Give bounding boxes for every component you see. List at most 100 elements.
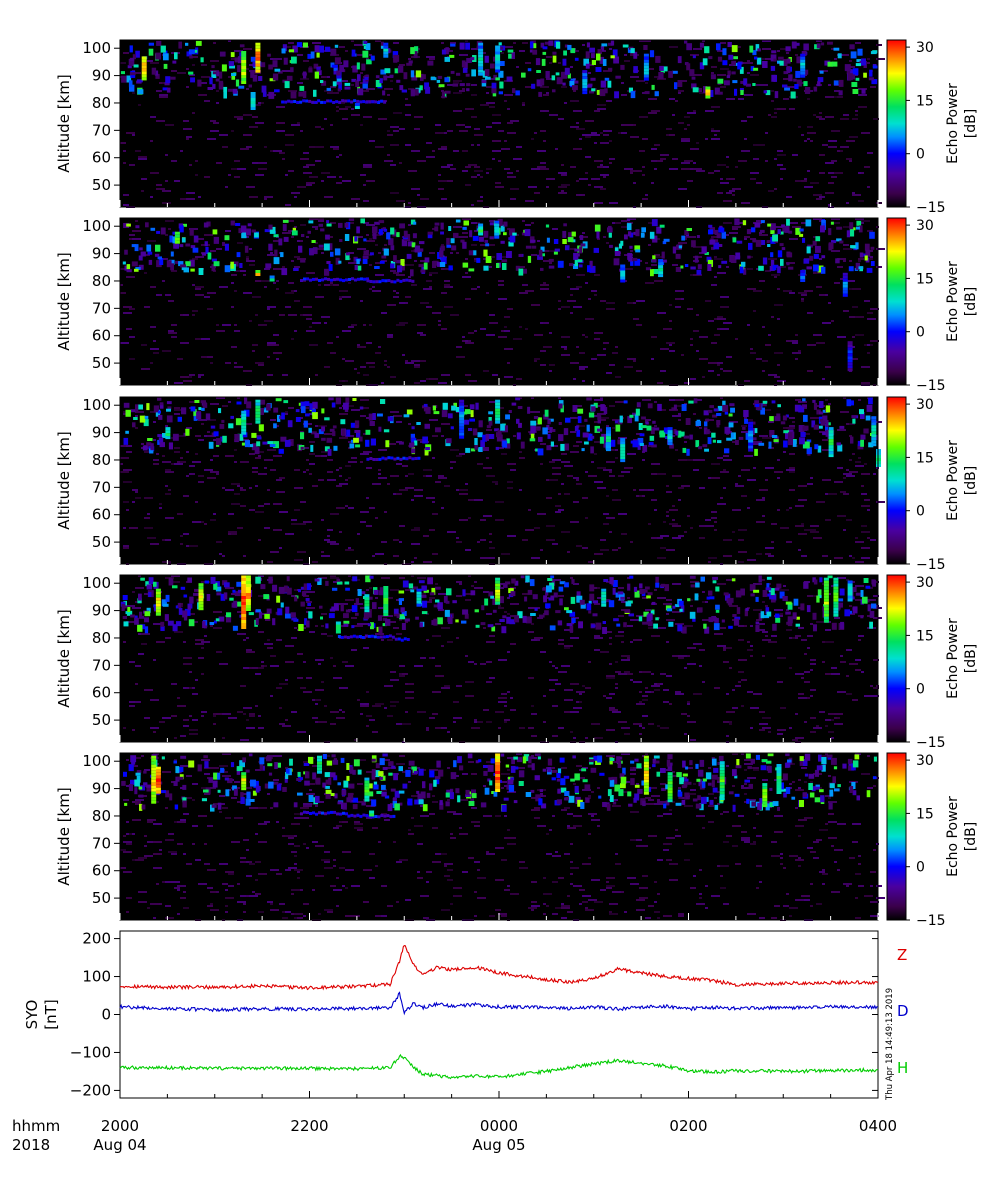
echo-cell xyxy=(633,302,636,304)
echo-cell xyxy=(548,418,554,422)
echo-cell xyxy=(344,222,349,228)
echo-cell xyxy=(780,266,786,268)
colorbar-unit: [dB] xyxy=(963,466,979,495)
echo-cell xyxy=(482,434,487,442)
echo-cell xyxy=(690,266,696,270)
echo-feature-cell xyxy=(478,45,484,49)
echo-cell xyxy=(719,225,723,229)
echo-cell xyxy=(171,70,177,72)
echo-cell xyxy=(708,370,714,372)
echo-cell xyxy=(561,531,570,533)
echo-feature-cell xyxy=(842,275,848,279)
echo-cell xyxy=(150,286,156,288)
echo-cell xyxy=(564,443,569,451)
echo-cell xyxy=(204,469,213,471)
echo-cell xyxy=(657,382,663,384)
echo-cell xyxy=(195,40,202,46)
echo-cell xyxy=(318,244,324,248)
echo-cell xyxy=(639,116,648,118)
echo-feature-cell xyxy=(478,51,484,55)
echo-cell xyxy=(673,404,677,410)
echo-cell xyxy=(462,88,465,90)
echo-cell xyxy=(180,457,183,459)
echo-cell xyxy=(468,332,474,334)
echo-layer-cell xyxy=(309,278,312,282)
echo-cell xyxy=(573,252,579,260)
y-tick-label: 60 xyxy=(92,327,111,345)
echo-cell xyxy=(284,81,290,89)
echo-cell xyxy=(693,168,702,170)
echo-cell xyxy=(825,429,831,437)
echo-cell xyxy=(702,681,705,683)
echo-cell xyxy=(816,286,822,288)
echo-cell xyxy=(816,198,822,200)
echo-cell xyxy=(704,421,708,427)
echo-cell xyxy=(515,90,520,96)
echo-cell xyxy=(759,280,765,282)
echo-cell xyxy=(150,326,156,328)
echo-cell xyxy=(411,438,417,442)
echo-cell xyxy=(794,84,799,89)
echo-cell xyxy=(357,248,366,250)
echo-cell xyxy=(503,582,508,588)
echo-cell xyxy=(471,69,476,77)
echo-cell xyxy=(600,188,606,190)
echo-cell xyxy=(588,298,591,300)
echo-cell xyxy=(570,48,576,54)
echo-layer-cell xyxy=(287,99,291,103)
echo-cell xyxy=(135,225,140,229)
echo-cell xyxy=(649,435,655,441)
echo-cell xyxy=(489,236,494,240)
echo-cell xyxy=(462,67,468,73)
echo-cell xyxy=(124,265,129,271)
echo-cell xyxy=(337,88,341,92)
echo-cell xyxy=(354,265,358,270)
echo-cell xyxy=(573,110,582,112)
echo-cell xyxy=(724,409,728,415)
echo-feature-cell xyxy=(241,69,247,72)
echo-cell xyxy=(183,314,189,316)
echo-cell xyxy=(135,701,141,703)
echo-cell xyxy=(267,561,273,563)
echo-cell xyxy=(186,86,189,88)
echo-cell xyxy=(486,457,489,459)
echo-cell xyxy=(291,230,298,236)
echo-cell xyxy=(531,557,540,559)
echo-cell xyxy=(162,433,167,438)
echo-cell xyxy=(762,655,765,657)
echo-cell xyxy=(465,374,471,376)
echo-cell xyxy=(597,467,606,469)
echo-cell xyxy=(252,344,258,346)
echo-cell xyxy=(165,469,171,471)
echo-cell xyxy=(816,40,822,42)
echo-cell xyxy=(150,727,159,729)
echo-cell xyxy=(726,75,731,79)
echo-cell xyxy=(846,158,852,160)
echo-feature-cell xyxy=(748,442,754,446)
echo-cell xyxy=(474,581,477,583)
echo-cell xyxy=(308,427,312,433)
echo-cell xyxy=(228,61,234,67)
echo-cell xyxy=(726,156,729,158)
echo-cell xyxy=(282,219,289,223)
echo-cell xyxy=(465,258,468,260)
echo-cell xyxy=(720,42,726,44)
echo-cell xyxy=(341,429,345,437)
echo-cell xyxy=(146,403,150,411)
echo-cell xyxy=(562,82,566,86)
echo-cell xyxy=(869,69,873,77)
echo-cell xyxy=(519,451,522,453)
echo-cell xyxy=(759,84,768,86)
echo-cell xyxy=(558,308,561,310)
echo-cell xyxy=(777,60,782,64)
echo-layer-cell xyxy=(293,100,297,103)
echo-cell xyxy=(866,267,873,273)
echo-layer-cell xyxy=(317,99,321,103)
echo-cell xyxy=(320,228,325,232)
echo-cell xyxy=(135,427,138,429)
echo-cell xyxy=(213,723,216,725)
echo-cell xyxy=(330,657,333,659)
echo-cell xyxy=(403,414,410,418)
echo-cell xyxy=(594,224,601,232)
echo-cell xyxy=(771,316,774,318)
